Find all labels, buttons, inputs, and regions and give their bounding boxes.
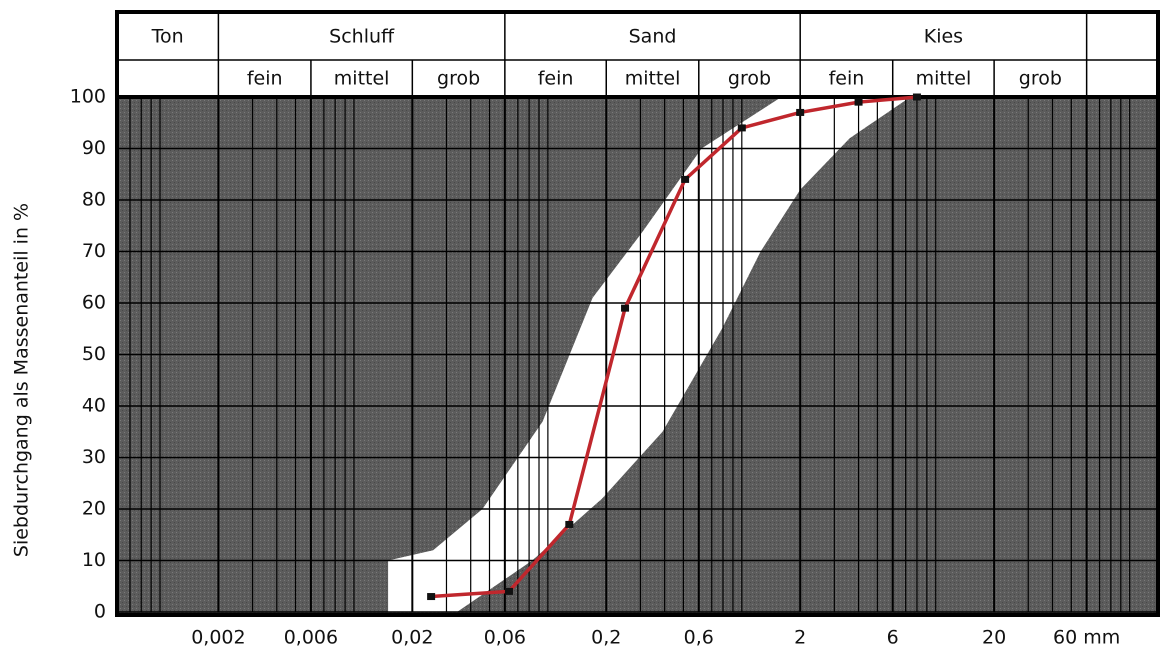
header-sub: grob bbox=[437, 68, 480, 90]
data-point bbox=[565, 520, 574, 528]
y-tick-label: 90 bbox=[82, 137, 106, 159]
header-sub: mittel bbox=[916, 68, 972, 90]
header-sub: fein bbox=[538, 68, 574, 90]
header-sub: grob bbox=[728, 68, 771, 90]
header-group: Kies bbox=[924, 26, 963, 48]
data-point bbox=[681, 175, 690, 183]
x-tick-label: 0,006 bbox=[284, 627, 338, 649]
y-tick-label: 60 bbox=[82, 292, 106, 314]
header-sub: mittel bbox=[334, 68, 390, 90]
data-point bbox=[504, 587, 513, 595]
y-tick-label: 10 bbox=[82, 549, 106, 571]
x-tick-label: 20 bbox=[982, 627, 1006, 649]
y-axis-label: Siebdurchgang als Massenanteil in % bbox=[11, 203, 33, 557]
x-tick-label: 0,2 bbox=[591, 627, 621, 649]
data-point bbox=[427, 593, 436, 601]
data-point bbox=[796, 108, 805, 116]
header-group: Ton bbox=[151, 26, 184, 48]
x-tick-label: 0,02 bbox=[391, 627, 433, 649]
data-point bbox=[854, 98, 863, 106]
frame bbox=[115, 10, 1160, 617]
data-point bbox=[621, 304, 630, 312]
y-tick-label: 40 bbox=[82, 395, 106, 417]
header-sub: mittel bbox=[625, 68, 681, 90]
header-sub: fein bbox=[829, 68, 865, 90]
y-tick-label: 0 bbox=[94, 601, 106, 623]
header-group: Sand bbox=[629, 26, 677, 48]
y-tick-label: 20 bbox=[82, 498, 106, 520]
y-tick-label: 50 bbox=[82, 343, 106, 365]
x-tick-label: 6 bbox=[887, 627, 899, 649]
y-tick-label: 30 bbox=[82, 446, 106, 468]
x-tick-label: 60 mm bbox=[1053, 627, 1120, 649]
header-background bbox=[116, 11, 1159, 98]
data-point bbox=[912, 93, 921, 101]
header-sub: grob bbox=[1019, 68, 1062, 90]
x-tick-label: 0,06 bbox=[484, 627, 526, 649]
x-tick-label: 0,002 bbox=[191, 627, 245, 649]
header-sub: fein bbox=[247, 68, 283, 90]
x-tick-label: 0,6 bbox=[684, 627, 714, 649]
y-tick-label: 80 bbox=[82, 189, 106, 211]
header-group: Schluff bbox=[329, 26, 395, 48]
y-tick-label: 70 bbox=[82, 240, 106, 262]
x-tick-label: 2 bbox=[794, 627, 806, 649]
data-point bbox=[737, 124, 746, 132]
y-tick-label: 100 bbox=[70, 86, 106, 108]
